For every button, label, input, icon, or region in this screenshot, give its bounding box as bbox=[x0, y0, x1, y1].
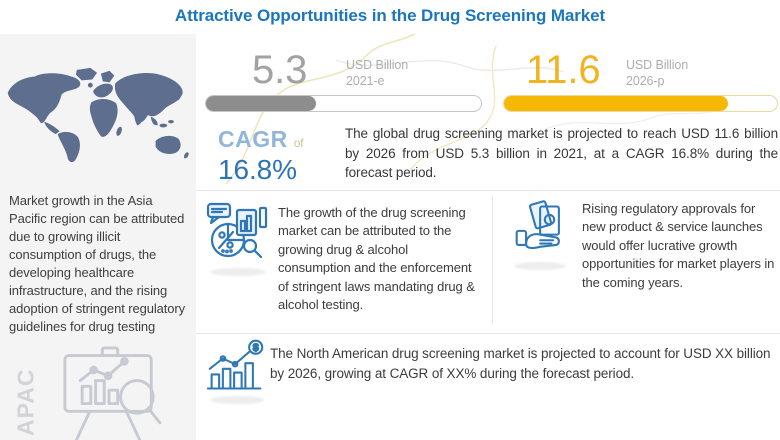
cagr-label: CAGR bbox=[218, 126, 288, 152]
icon-shadow bbox=[514, 262, 566, 270]
apac-growth-text: Market growth in the Asia Pacific region… bbox=[9, 193, 186, 334]
progress-fill-2026 bbox=[504, 96, 728, 111]
apac-region-label: APAC bbox=[12, 368, 39, 436]
opportunity-card-text: Rising regulatory approvals for new prod… bbox=[582, 201, 775, 290]
cagr-value: 16.8% bbox=[218, 154, 297, 185]
north-america-note-text: The North American drug screening market… bbox=[270, 346, 771, 381]
cagr-block: CAGR of 16.8% bbox=[218, 126, 338, 186]
progress-fill-2021 bbox=[206, 96, 316, 111]
market-value-2021: 5.3 bbox=[252, 48, 308, 92]
header: Attractive Opportunities in the Drug Scr… bbox=[0, 0, 780, 34]
unit-2026: USD Billion bbox=[626, 58, 689, 72]
money-in-hand-icon bbox=[515, 200, 560, 250]
market-value-2026-label: USD Billion 2026-p bbox=[626, 58, 688, 89]
world-map-icon bbox=[7, 67, 189, 163]
progress-bar-2026 bbox=[503, 95, 778, 112]
presentation-board-magnifier-icon bbox=[63, 346, 162, 440]
year-2021: 2021-e bbox=[346, 73, 385, 88]
year-2026: 2026-p bbox=[626, 73, 665, 88]
icon-shadow bbox=[210, 396, 264, 404]
cagr-of: of bbox=[293, 136, 304, 150]
market-summary-text: The global drug screening market is proj… bbox=[345, 126, 778, 181]
sidebar-panel: Market growth in the Asia Pacific region… bbox=[0, 34, 196, 440]
svg-text:$: $ bbox=[253, 343, 259, 353]
market-value-2026: 11.6 bbox=[526, 48, 601, 92]
divider-vertical bbox=[492, 196, 493, 324]
growth-chart-dollar-icon: $ bbox=[206, 339, 264, 390]
market-analysis-icon bbox=[206, 202, 268, 259]
page-title: Attractive Opportunities in the Drug Scr… bbox=[174, 6, 606, 25]
unit-2021: USD Billion bbox=[346, 58, 409, 72]
progress-bar-2021 bbox=[205, 95, 482, 112]
driver-card-text: The growth of the drug screening market … bbox=[278, 205, 475, 313]
divider-top bbox=[196, 190, 780, 191]
divider-bottom bbox=[196, 333, 780, 334]
icon-shadow bbox=[210, 268, 266, 276]
market-value-2021-label: USD Billion 2021-e bbox=[346, 58, 408, 89]
